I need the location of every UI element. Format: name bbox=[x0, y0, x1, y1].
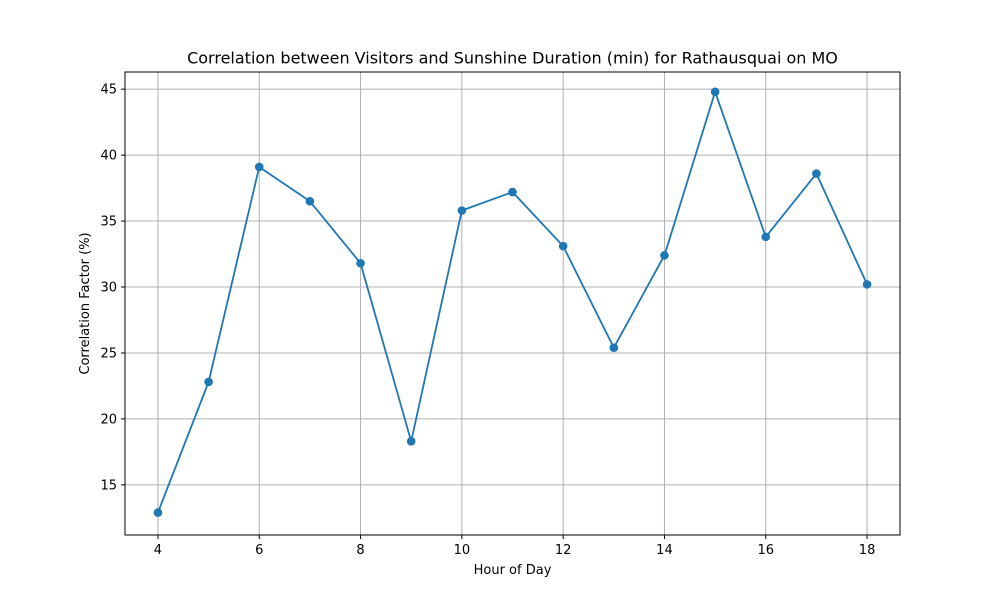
data-series bbox=[153, 87, 872, 517]
chart-title: Correlation between Visitors and Sunshin… bbox=[187, 49, 838, 68]
x-tick-label: 16 bbox=[757, 543, 774, 558]
y-tick-label: 40 bbox=[100, 149, 117, 164]
x-tick-label: 14 bbox=[656, 543, 673, 558]
data-point bbox=[153, 508, 163, 517]
data-point bbox=[558, 241, 568, 251]
data-point bbox=[761, 232, 771, 242]
y-tick-label: 20 bbox=[100, 412, 117, 427]
data-point bbox=[254, 162, 264, 172]
data-point bbox=[457, 206, 467, 215]
data-point bbox=[406, 437, 416, 446]
axis-ticks: 4 6 8 10 12 14 16 18 15 20 25 30 35 40 45 bbox=[100, 83, 875, 558]
data-point bbox=[508, 187, 517, 197]
grid-lines bbox=[125, 72, 900, 535]
data-point bbox=[710, 87, 720, 97]
y-tick-label: 45 bbox=[100, 83, 117, 98]
data-point bbox=[609, 343, 619, 352]
y-tick-label: 35 bbox=[100, 215, 117, 230]
data-point bbox=[812, 169, 821, 178]
plot-frame bbox=[124, 71, 901, 536]
y-axis-label: Correlation Factor (%) bbox=[78, 232, 93, 374]
x-tick-label: 6 bbox=[255, 543, 263, 558]
data-point bbox=[204, 377, 213, 387]
data-point bbox=[660, 251, 669, 260]
y-tick-label: 25 bbox=[100, 346, 117, 361]
data-point bbox=[305, 196, 315, 206]
x-tick-label: 10 bbox=[454, 543, 471, 558]
x-tick-label: 12 bbox=[555, 543, 572, 558]
x-tick-label: 4 bbox=[154, 543, 162, 558]
x-tick-label: 8 bbox=[356, 543, 364, 558]
y-tick-label: 15 bbox=[100, 478, 117, 493]
x-axis-label: Hour of Day bbox=[474, 563, 552, 578]
data-point bbox=[862, 280, 872, 289]
y-tick-label: 30 bbox=[100, 281, 117, 296]
data-point bbox=[356, 258, 365, 268]
x-tick-label: 18 bbox=[859, 543, 876, 558]
